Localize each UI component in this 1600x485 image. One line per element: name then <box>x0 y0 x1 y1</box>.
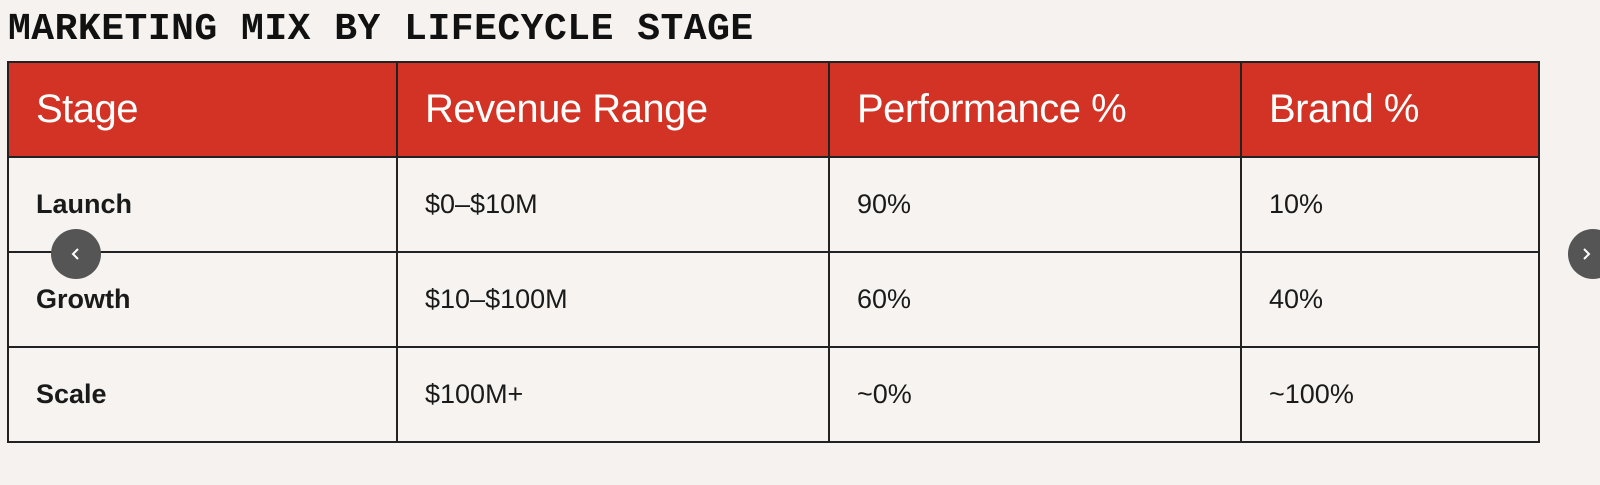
cell: $10–$100M <box>396 251 830 348</box>
cell: 90% <box>828 156 1242 253</box>
row: Launch $0–$10M 90% 10% <box>7 156 1540 253</box>
header-cell: Revenue Range <box>396 61 830 158</box>
cell: 60% <box>828 251 1242 348</box>
chevron-right <box>1583 248 1591 260</box>
header-row: Stage Revenue Range Performance % Brand … <box>7 61 1540 158</box>
chevron-left <box>71 248 79 260</box>
row: Growth $10–$100M 60% 40% <box>7 251 1540 348</box>
cell: Scale <box>7 346 398 443</box>
title: MARKETING MIX BY LIFECYCLE STAGE <box>8 8 754 51</box>
table: Stage Revenue Range Performance % Brand … <box>7 61 1540 443</box>
cell: $100M+ <box>396 346 830 443</box>
header-cell: Brand % <box>1240 61 1540 158</box>
header-cell: Stage <box>7 61 398 158</box>
row: Scale $100M+ ~0% ~100% <box>7 346 1540 443</box>
next-button[interactable] <box>1568 229 1600 279</box>
header-cell: Performance % <box>828 61 1242 158</box>
prev-button[interactable] <box>51 229 101 279</box>
cell: ~0% <box>828 346 1242 443</box>
cell: ~100% <box>1240 346 1540 443</box>
cell: $0–$10M <box>396 156 830 253</box>
cell: 10% <box>1240 156 1540 253</box>
cell: 40% <box>1240 251 1540 348</box>
